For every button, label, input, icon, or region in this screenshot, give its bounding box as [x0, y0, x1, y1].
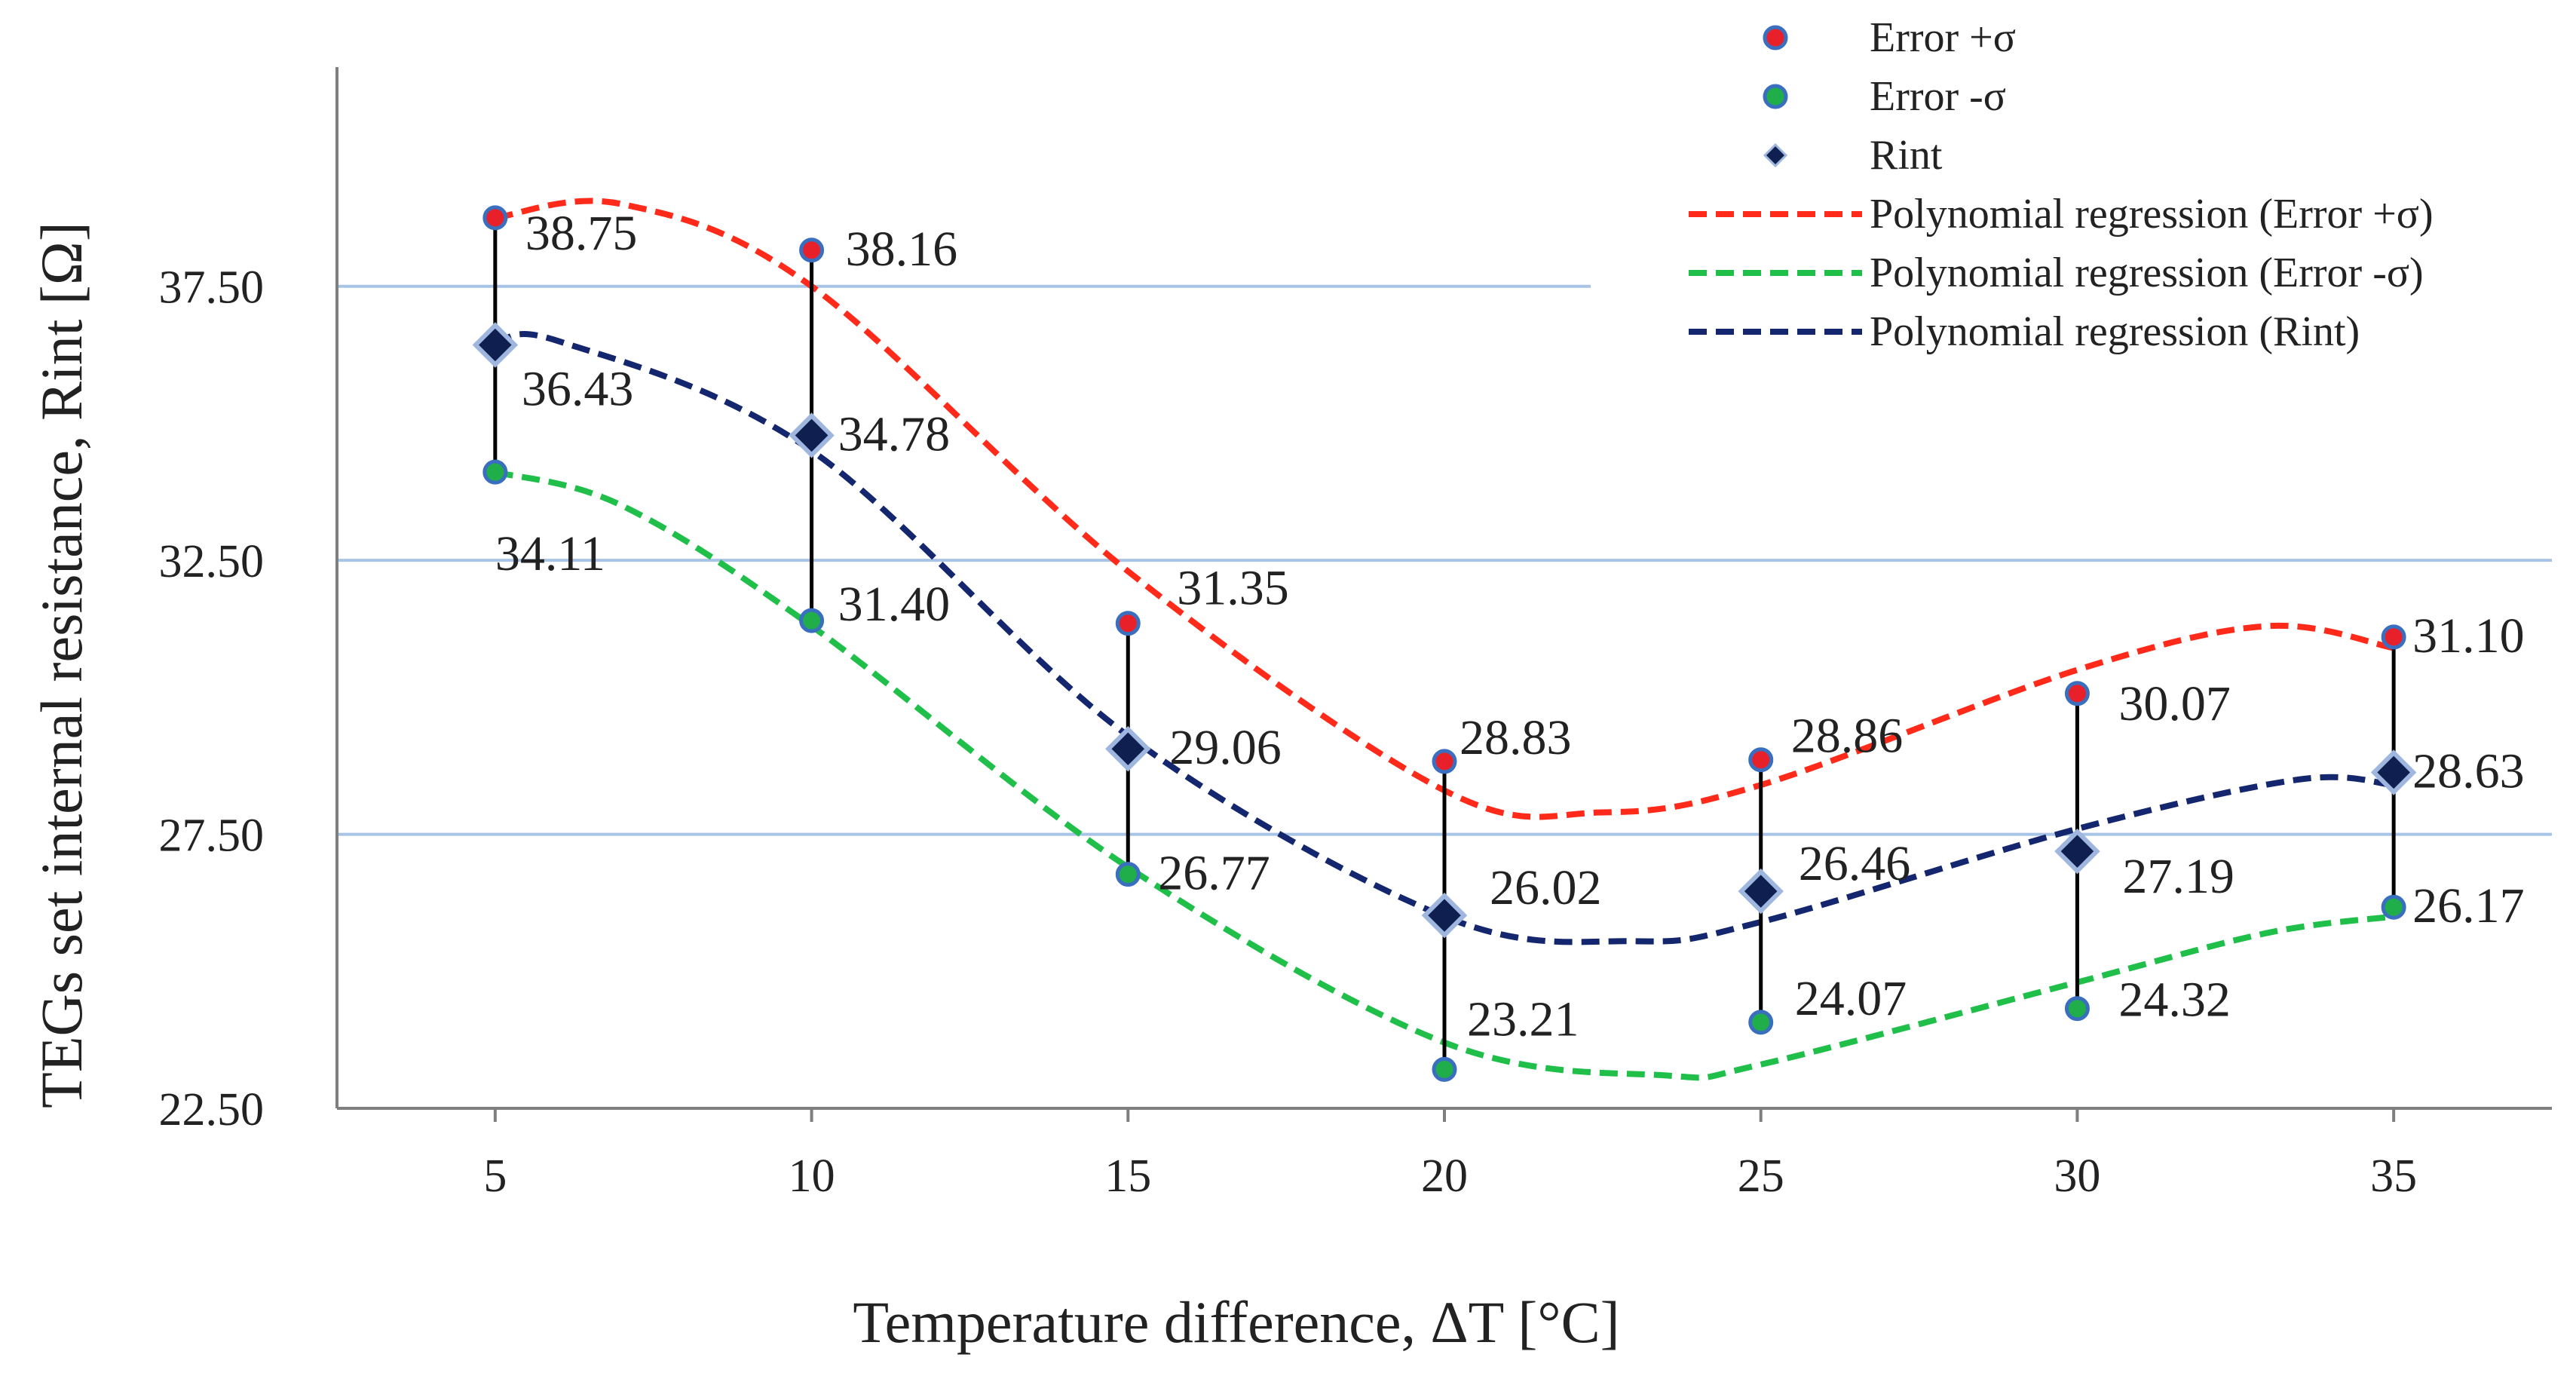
y-tick-label: 22.50 [159, 1084, 265, 1135]
x-tick-label: 30 [2054, 1151, 2100, 1202]
legend-poly-rint: Polynomial regression (Rint) [1689, 308, 2360, 355]
error-minus-point [1432, 1056, 1457, 1082]
legend-marker [1763, 25, 1788, 51]
data-label-error-minus: 34.11 [495, 526, 605, 581]
x-axis-title: Temperature difference, ΔT [°C] [853, 1289, 1619, 1355]
data-label-error-plus: 31.10 [2412, 608, 2525, 663]
x-tick-label: 20 [1421, 1151, 1468, 1202]
error-minus-point [482, 459, 508, 485]
y-axis-title: TEGs set internal resistance, Rint [Ω] [29, 222, 94, 1108]
data-label-rint: 29.06 [1169, 720, 1282, 775]
y-tick-label: 27.50 [159, 811, 265, 862]
data-label-rint: 27.19 [2122, 849, 2234, 904]
legend-label: Polynomial regression (Error -σ) [1870, 250, 2424, 296]
legend-label: Polynomial regression (Error +σ) [1870, 191, 2434, 237]
y-tick-label: 37.50 [159, 262, 265, 314]
legend-error-minus: Error -σ [1763, 73, 2006, 120]
data-label-error-minus: 24.32 [2118, 973, 2231, 1028]
legend: Error +σ Error -σ Rint Polynomial regressio… [1689, 14, 2434, 355]
error-minus-point [1115, 862, 1141, 887]
legend-marker [1763, 84, 1788, 109]
data-label-error-minus: 23.21 [1467, 991, 1579, 1046]
x-tick-label: 15 [1104, 1151, 1151, 1202]
marker-layer [472, 205, 2417, 1082]
error-plus-point [1432, 749, 1457, 774]
data-label-rint: 26.02 [1490, 860, 1602, 915]
trendline-error-plus [495, 198, 2394, 820]
rint-point [789, 412, 835, 458]
data-label-error-plus: 28.86 [1791, 709, 1904, 764]
data-label-rint: 28.63 [2412, 743, 2525, 798]
data-label-rint: 34.78 [838, 406, 951, 461]
rint-point [2054, 828, 2100, 875]
legend-rint: Rint [1763, 132, 1943, 179]
data-label-error-plus: 38.75 [525, 206, 638, 261]
rint-point [1105, 725, 1151, 772]
error-plus-point [799, 237, 825, 263]
rint-point [1738, 868, 1784, 915]
legend-label: Error +σ [1870, 14, 2016, 61]
data-label-error-minus: 31.40 [838, 577, 951, 632]
legend-error-plus: Error +σ [1763, 14, 2016, 61]
data-label-error-plus: 28.83 [1460, 710, 1572, 765]
legend-marker [1763, 142, 1788, 168]
legend-label: Polynomial regression (Rint) [1870, 308, 2360, 355]
legend-label: Error -σ [1870, 73, 2006, 120]
error-plus-point [482, 205, 508, 231]
data-label-error-plus: 30.07 [2118, 676, 2231, 731]
trend-layer [494, 198, 2394, 1081]
data-label-error-minus: 26.17 [2412, 878, 2525, 933]
error-plus-point [2064, 681, 2090, 706]
data-label-error-plus: 38.16 [846, 222, 958, 277]
data-label-rint: 26.46 [1799, 836, 1911, 891]
data-label-error-minus: 26.77 [1158, 846, 1270, 901]
error-plus-point [1748, 747, 1774, 773]
x-tick-label: 25 [1738, 1151, 1784, 1202]
legend-poly-error-minus: Polynomial regression (Error -σ) [1689, 250, 2424, 296]
legend-poly-error-plus: Polynomial regression (Error +σ) [1689, 191, 2434, 237]
legend-label: Rint [1870, 132, 1943, 179]
x-tick-label: 5 [483, 1151, 507, 1202]
rint-point [472, 322, 519, 368]
error-minus-point [1748, 1010, 1774, 1035]
data-label-error-plus: 31.35 [1177, 561, 1289, 616]
rint-point [1421, 892, 1468, 939]
error-minus-point [799, 608, 825, 633]
error-minus-point [2381, 894, 2406, 920]
trendline-error-minus [494, 469, 2394, 1081]
y-tick-label: 32.50 [159, 536, 265, 587]
axis-layer: 22.50 27.50 32.50 37.50 5 10 15 20 25 30 35 [159, 67, 2552, 1202]
error-minus-point [2064, 996, 2090, 1022]
data-label-error-minus: 24.07 [1795, 971, 1907, 1026]
data-label-layer: 38.75 38.16 31.35 28.83 28.86 30.07 31.10 34.11… [495, 206, 2525, 1047]
x-tick-label: 35 [2370, 1151, 2417, 1202]
error-plus-point [2381, 624, 2406, 650]
data-label-rint: 36.43 [522, 362, 634, 417]
rint-point [2370, 749, 2417, 795]
error-plus-point [1115, 611, 1141, 636]
x-tick-label: 10 [789, 1151, 835, 1202]
